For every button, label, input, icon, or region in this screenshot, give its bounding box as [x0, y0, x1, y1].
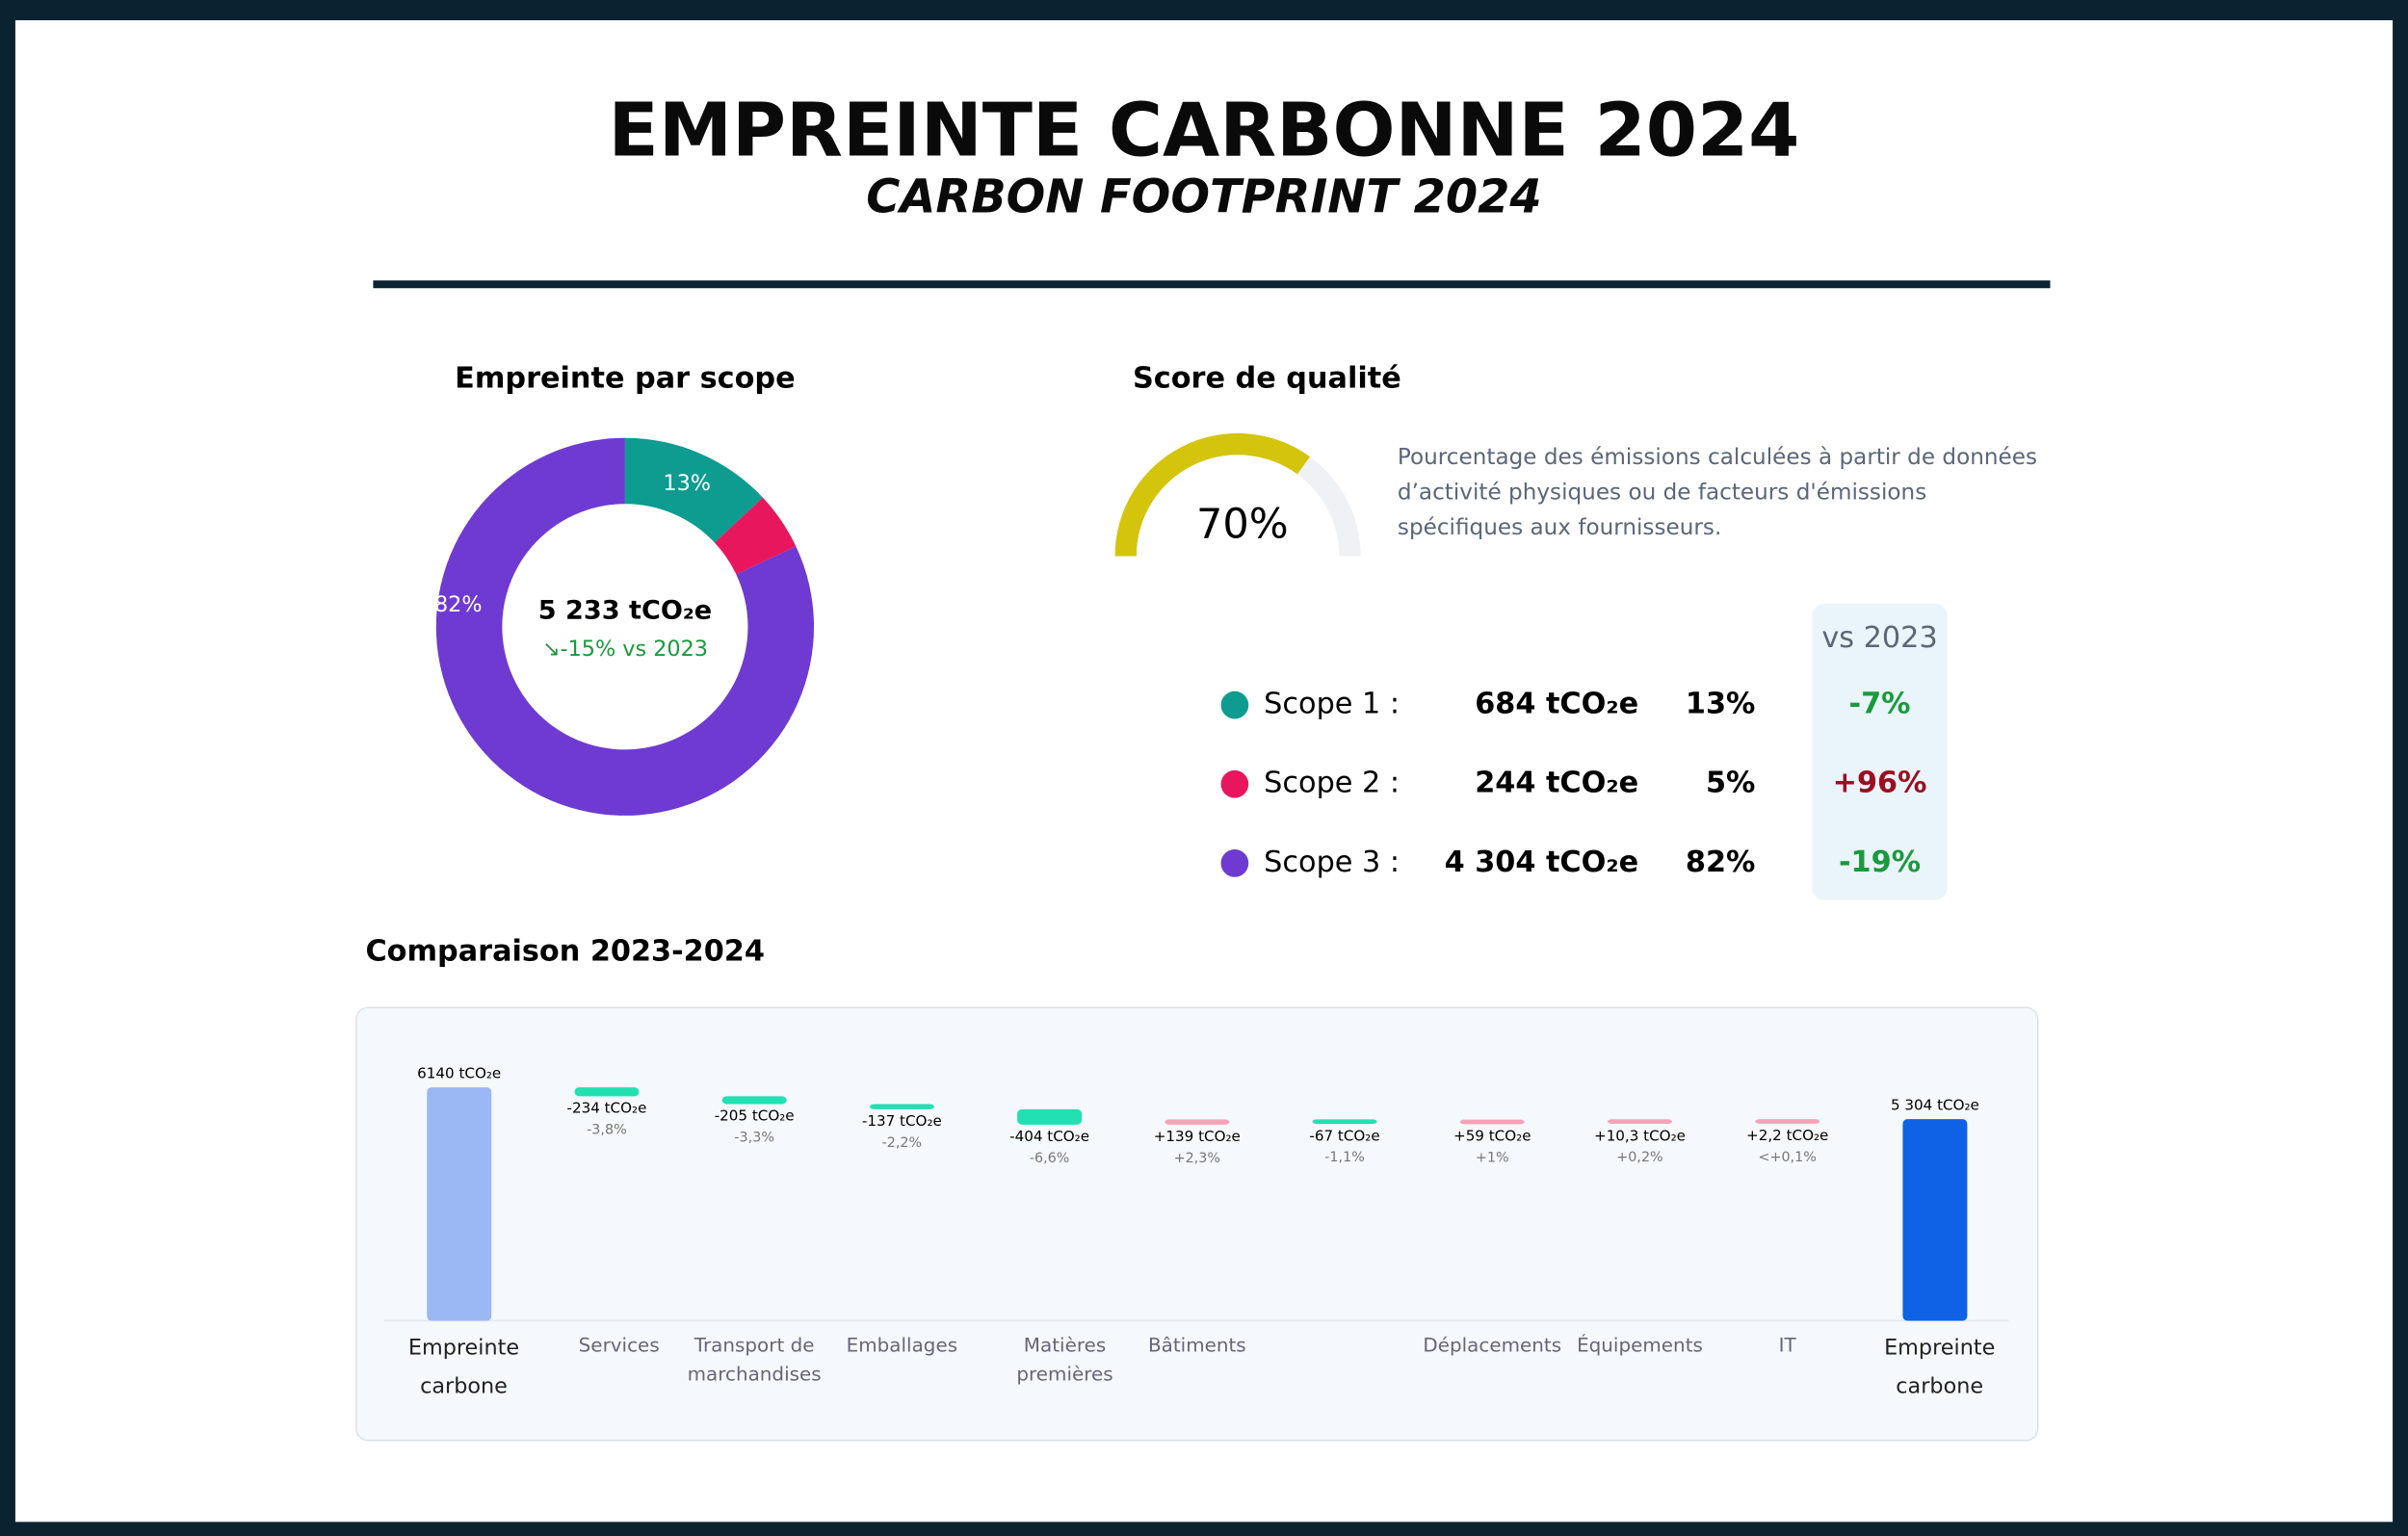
waterfall-bar	[721, 1096, 787, 1105]
waterfall-panel	[355, 1006, 2039, 1442]
x-tick-label: Empreinte carbone 2024	[1884, 1336, 1996, 1399]
x-tick-label-box: Emballages	[846, 1333, 958, 1357]
x-tick-label: Déplacements	[1423, 1333, 1562, 1357]
scope-change: +96%	[1833, 767, 1927, 800]
bar-value-label: -404 tCO₂e	[1009, 1128, 1089, 1145]
donut-slice	[624, 437, 763, 543]
scope-share: 13%	[1686, 688, 1755, 721]
x-tick-label: Équipements	[1577, 1333, 1703, 1357]
scope-name: Scope 3 :	[1264, 846, 1400, 879]
x-tick-label-box: Services	[578, 1333, 660, 1357]
bar-value-label: -234 tCO₂e	[566, 1100, 646, 1117]
scope-name: Scope 2 :	[1264, 767, 1400, 800]
donut-change: ↘-15% vs 2023	[542, 637, 708, 662]
x-tick-label-box: Empreinte carbone 2024	[1884, 1336, 1996, 1399]
scope-change: -19%	[1839, 846, 1921, 879]
gauge-description: Pourcentage des émissions calculées à pa…	[1397, 445, 2038, 541]
x-tick-label: Transport de marchandises	[687, 1333, 822, 1386]
bar-percent-label: +0,2%	[1616, 1150, 1662, 1165]
scope-dot	[1220, 769, 1249, 798]
bar-value-label: -67 tCO₂e	[1309, 1127, 1379, 1144]
bar-percent-label: -3,3%	[734, 1131, 774, 1146]
x-tick-label-box: Transport de marchandises	[687, 1333, 822, 1386]
slice-label: 13%	[663, 471, 711, 496]
scope-name: Scope 1 :	[1264, 688, 1400, 721]
bar-percent-label: -6,6%	[1030, 1151, 1070, 1166]
gauge-track	[1296, 456, 1361, 557]
scope-emissions: 244 tCO₂e	[1475, 767, 1638, 800]
donut-total: 5 233 tCO₂e	[538, 595, 712, 625]
scope-dot	[1220, 690, 1249, 719]
waterfall-bar	[1165, 1119, 1230, 1125]
x-tick-label: Empreinte carbone 2023	[407, 1336, 520, 1399]
waterfall-bar	[869, 1104, 934, 1109]
x-tick-label: IT	[1778, 1333, 1796, 1357]
donut-slice	[435, 437, 815, 816]
scope-share: 82%	[1686, 846, 1755, 879]
donut-title: Empreinte par scope	[455, 362, 795, 396]
x-tick-label-box: Équipements	[1577, 1333, 1703, 1357]
slice-label: 82%	[434, 592, 483, 617]
waterfall-bar	[1459, 1119, 1525, 1125]
donut-slice	[714, 497, 797, 575]
scope-dot	[1220, 849, 1249, 877]
vs-column	[1812, 603, 1948, 900]
x-tick-label: Matières premières	[1016, 1333, 1113, 1386]
gauge-description-box: Pourcentage des émissions calculées à pa…	[1397, 445, 2038, 541]
bar-percent-label: +1%	[1476, 1151, 1509, 1166]
bar-value-label: +10,3 tCO₂e	[1594, 1127, 1686, 1144]
bar-value-label: 5 304 tCO₂e	[1891, 1096, 1979, 1113]
bar-value-label: +139 tCO₂e	[1154, 1128, 1241, 1145]
bar-value-label: -137 tCO₂e	[862, 1112, 942, 1130]
scope-emissions: 4 304 tCO₂e	[1445, 846, 1639, 879]
bar-percent-label: <+0,1%	[1758, 1150, 1816, 1165]
scope-emissions: 684 tCO₂e	[1475, 688, 1638, 721]
gauge-value	[1114, 432, 1311, 557]
waterfall-bar	[1017, 1108, 1083, 1125]
x-tick-label-box: IT	[1778, 1333, 1796, 1357]
bar-value-label: +2,2 tCO₂e	[1746, 1127, 1828, 1144]
x-tick-label-box: Empreinte carbone 2023	[407, 1336, 520, 1399]
bar-percent-label: -2,2%	[882, 1135, 923, 1151]
waterfall-bar	[1608, 1119, 1672, 1125]
scope-share: 5%	[1706, 767, 1755, 800]
bar-percent-label: +2,3%	[1174, 1151, 1220, 1166]
title: EMPREINTE CARBONNE 2024	[609, 89, 1800, 174]
waterfall-bar	[1902, 1119, 1968, 1321]
bar-percent-label: -3,8%	[587, 1122, 627, 1137]
gauge-title: Score de qualité	[1133, 362, 1401, 396]
x-tick-label-box: Matières premières	[1016, 1333, 1113, 1386]
x-tick-label: Services	[578, 1333, 660, 1357]
waterfall-title: Comparaison 2023-2024	[365, 934, 765, 968]
x-tick-label: Emballages	[846, 1333, 958, 1357]
scope-change: -7%	[1849, 688, 1911, 721]
bar-percent-label: -1,1%	[1324, 1150, 1365, 1165]
waterfall-bar	[574, 1087, 640, 1097]
x-tick-label: Bâtiments	[1147, 1333, 1246, 1357]
waterfall-bar	[1312, 1119, 1377, 1125]
waterfall-bar	[427, 1087, 492, 1321]
x-tick-label-box: Déplacements	[1423, 1333, 1562, 1357]
table-header: vs 2023	[1821, 621, 1937, 655]
bar-value-label: -205 tCO₂e	[715, 1107, 795, 1125]
gauge-label: 70%	[1196, 501, 1289, 549]
waterfall-bar	[1755, 1119, 1820, 1124]
bar-value-label: 6140 tCO₂e	[417, 1064, 501, 1081]
bar-value-label: +59 tCO₂e	[1453, 1128, 1531, 1145]
subtitle: CARBON FOOTPRINT 2024	[866, 171, 1541, 224]
x-tick-label-box: Bâtiments	[1147, 1333, 1246, 1357]
